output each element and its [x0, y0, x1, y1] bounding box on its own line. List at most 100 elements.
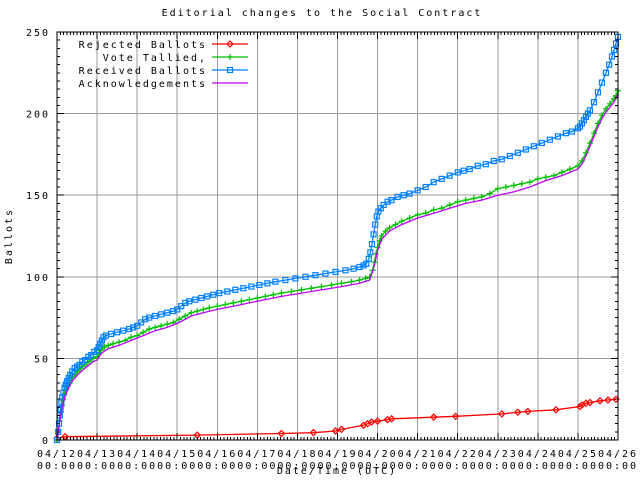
plus-marker — [318, 283, 325, 290]
plus-marker — [230, 299, 237, 306]
plus-marker — [200, 306, 207, 313]
plus-marker — [298, 286, 305, 293]
x-tick-date: 04/15 — [157, 449, 197, 460]
square-marker — [562, 130, 570, 137]
plus-marker — [110, 340, 117, 347]
square-marker — [602, 69, 610, 76]
x-tick-date: 04/25 — [558, 449, 598, 460]
x-tick-date: 04/14 — [117, 449, 157, 460]
square-marker — [474, 162, 481, 169]
square-marker — [63, 378, 71, 385]
legend-label: Acknowledgements — [79, 79, 207, 90]
plus-marker — [534, 175, 541, 182]
plus-marker — [414, 211, 421, 218]
square-marker — [365, 255, 372, 262]
square-marker — [81, 356, 89, 364]
x-tick-date: 04/17 — [237, 449, 277, 460]
legend: Rejected Ballots Vote Tallied, Received Ba… — [79, 40, 248, 90]
plus-marker — [502, 184, 509, 191]
diamond-marker — [552, 405, 560, 414]
square-marker — [164, 309, 171, 316]
x-tick-labels: 04/1200:0004/1300:0004/1400:0004/1500:00… — [37, 449, 636, 472]
plus-marker — [558, 169, 565, 176]
x-tick-date: 04/20 — [358, 449, 398, 460]
square-marker — [598, 79, 606, 86]
square-marker — [342, 267, 349, 274]
square-marker — [210, 291, 217, 298]
plus-marker — [348, 278, 355, 285]
plus-marker — [494, 185, 501, 192]
square-marker — [256, 281, 263, 289]
y-tick-label: 100 — [26, 273, 50, 284]
plus-marker — [392, 221, 399, 228]
square-marker — [498, 156, 505, 163]
square-marker — [186, 298, 193, 305]
square-marker — [126, 325, 133, 333]
plus-marker — [398, 218, 405, 225]
square-marker — [372, 221, 379, 228]
square-marker — [226, 66, 234, 74]
square-marker — [490, 157, 497, 165]
plus-marker — [478, 193, 485, 200]
square-marker — [97, 340, 104, 347]
diamond-marker — [277, 429, 286, 438]
diamond-marker — [497, 410, 506, 418]
plus-marker — [246, 296, 253, 303]
square-marker — [282, 276, 289, 284]
y-tick-labels: 0 50 100 150 200 250 — [26, 28, 50, 447]
square-marker — [232, 286, 239, 293]
square-marker — [606, 61, 613, 68]
plus-marker — [128, 334, 135, 341]
square-marker — [388, 196, 395, 204]
square-marker — [590, 99, 598, 106]
x-tick-time: 00:00 — [117, 461, 157, 472]
plot-border — [56, 31, 619, 441]
plus-marker — [222, 301, 229, 308]
square-marker — [514, 149, 521, 156]
plus-marker — [146, 326, 153, 333]
plus-marker — [510, 182, 517, 189]
diamond-marker — [383, 415, 392, 424]
square-marker — [422, 183, 429, 191]
x-tick-date: 04/12 — [37, 449, 77, 460]
plus-marker — [176, 316, 183, 323]
plus-marker — [116, 339, 123, 346]
square-marker — [406, 190, 413, 197]
square-marker — [204, 293, 211, 300]
x-tick-time: 00:00 — [478, 461, 518, 472]
plus-marker — [542, 174, 549, 181]
square-marker — [610, 46, 618, 54]
square-marker — [292, 275, 299, 282]
square-marker — [568, 128, 576, 135]
diamond-marker — [604, 396, 612, 404]
y-axis-label: Ballots — [4, 208, 15, 264]
diamond-marker — [596, 396, 604, 405]
plus-marker — [158, 322, 165, 329]
x-tick-date: 04/18 — [277, 449, 317, 460]
square-marker — [384, 198, 391, 205]
y-tick-label: 150 — [26, 191, 50, 202]
square-marker — [142, 316, 149, 323]
legend-item-acknowledgements: Acknowledgements — [79, 79, 248, 90]
square-marker — [134, 322, 141, 329]
square-marker — [95, 343, 102, 351]
square-marker — [114, 329, 121, 336]
x-tick-date: 04/19 — [317, 449, 357, 460]
square-marker — [93, 347, 101, 354]
plus-marker — [382, 228, 389, 235]
square-marker — [107, 330, 115, 338]
legend-label: Vote Tallied, — [103, 53, 207, 64]
square-marker — [216, 290, 223, 297]
plus-marker — [194, 308, 201, 315]
plus-marker — [152, 324, 159, 331]
plus-marker — [386, 224, 393, 231]
plus-marker — [430, 206, 437, 213]
square-marker — [158, 311, 165, 318]
legend-label: Rejected Ballots — [79, 40, 207, 51]
square-marker — [370, 231, 377, 238]
plus-marker — [214, 303, 221, 310]
square-marker — [400, 192, 407, 199]
square-marker — [460, 167, 467, 174]
